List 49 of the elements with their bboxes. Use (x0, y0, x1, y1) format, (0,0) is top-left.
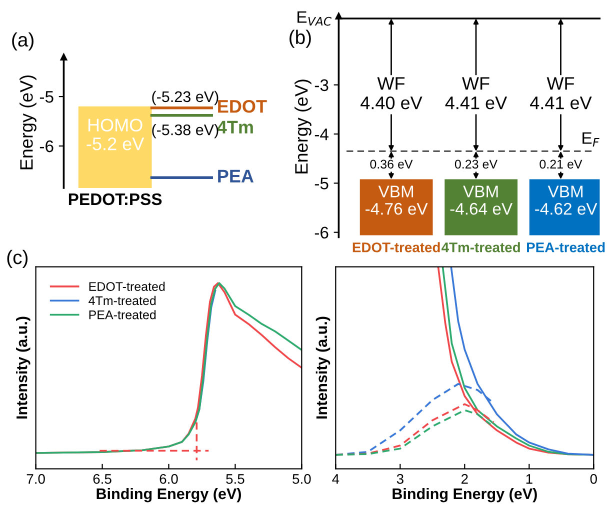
annotation: 0.23 eV (454, 160, 498, 169)
legend-label: EDOT-treated (89, 282, 165, 291)
annotation: 0.36 eV (370, 160, 413, 169)
x-tick-label: 4Tm-treated (442, 242, 520, 252)
y-axis-title: Energy (eV) (294, 80, 312, 174)
annotation: WF 4.40 eV (360, 77, 422, 110)
x-tick-label: 6.0 (160, 474, 178, 484)
y-axis-title: Energy (eV) (20, 75, 36, 170)
data-label: HOMO -5.2 eV (86, 118, 144, 150)
annotation: WF 4.41 eV (445, 77, 508, 110)
x-tick-label: PEDOT:PSS (68, 193, 162, 206)
x-tick-label: PEA-treated (527, 242, 605, 252)
annotation: VBM -4.62 eV (535, 186, 598, 215)
x-tick-label: 0 (590, 474, 597, 484)
ref-line-label: EDOT (218, 100, 267, 113)
x-axis-title: Binding Energy (eV) (96, 488, 241, 502)
annotation: 0.21 eV (540, 160, 582, 169)
chart-title: (c) (7, 250, 28, 268)
y-tick-label: -4 (314, 128, 328, 140)
text: (-5.23 eV) (152, 90, 218, 106)
legend-label: PEA-treated (89, 310, 156, 320)
x-tick-label: 7.0 (26, 474, 45, 484)
y-tick-label: -6 (314, 226, 328, 239)
x-tick-label: 4 (332, 474, 340, 484)
x-tick-label: 5.0 (292, 474, 311, 484)
legend-label: 4Tm-treated (88, 296, 156, 306)
x-tick-label: 6.5 (93, 474, 112, 484)
ref-line-label: E$_{F}$ (582, 132, 600, 147)
annotation: VBM -4.76 eV (366, 186, 428, 215)
x-tick-label: 5.5 (226, 474, 244, 484)
annotation: WF 4.41 eV (530, 77, 592, 110)
ref-line-label: PEA (218, 170, 254, 182)
text: (-5.38 eV) (152, 124, 218, 138)
x-axis-title: Binding Energy (eV) (392, 488, 537, 502)
text: (b) (290, 30, 311, 48)
chart-title: (a) (12, 32, 34, 50)
y-axis-title: Intensity (a.u.) (16, 316, 30, 419)
x-tick-label: 2 (461, 474, 468, 484)
x-tick-label: EDOT-treated (352, 242, 440, 252)
y-tick-label: -5 (40, 91, 54, 103)
ref-line-label: 4Tm (217, 120, 253, 134)
ref-line-label: E$_{VAC}$ (298, 11, 332, 26)
y-axis-title: Intensity (a.u.) (316, 316, 330, 419)
annotation: VBM -4.64 eV (450, 186, 513, 215)
y-tick-label: -3 (314, 79, 328, 92)
y-tick-label: -6 (40, 140, 54, 152)
y-tick-label: -5 (314, 178, 328, 190)
x-tick-label: 3 (396, 474, 404, 484)
x-tick-label: 1 (526, 474, 532, 484)
